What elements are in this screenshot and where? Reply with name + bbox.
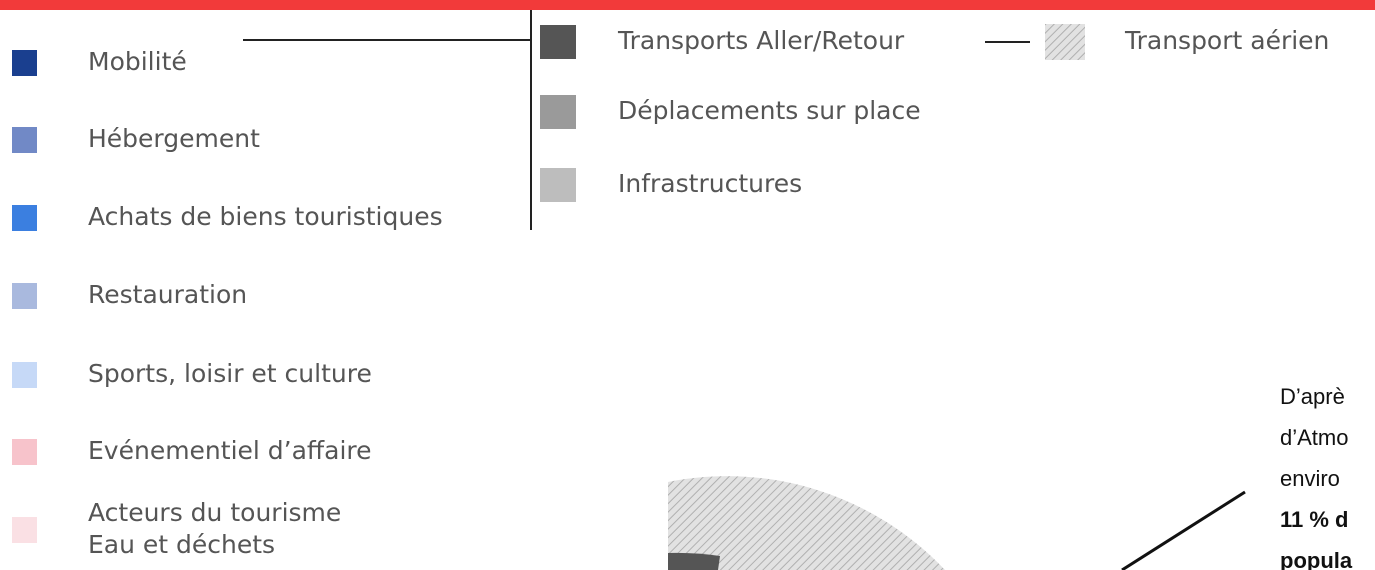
sublegend-label: Infrastructures xyxy=(618,169,802,198)
hatched-swatch xyxy=(1045,24,1085,60)
sublegend-swatch xyxy=(540,95,576,129)
sublegend-label: Déplacements sur place xyxy=(618,96,921,125)
legend-swatch xyxy=(12,205,37,231)
legend-swatch xyxy=(12,283,37,309)
donut-fragment xyxy=(668,476,945,570)
legend-label: Mobilité xyxy=(88,47,187,76)
legend-label: Evénementiel d’affaire xyxy=(88,436,372,465)
sublegend-label: Transport aérien xyxy=(1124,26,1329,55)
annotation-line: D’aprè xyxy=(1280,384,1345,409)
legend-label: Eau et déchets xyxy=(88,530,275,559)
sublegend-swatch xyxy=(540,25,576,59)
top-bar xyxy=(0,0,1375,10)
legend-swatch xyxy=(12,50,37,76)
annotation-line: popula xyxy=(1280,548,1353,570)
annotation-line: 11 % d xyxy=(1280,507,1348,532)
legend-swatch xyxy=(12,439,37,465)
legend-label: Acteurs du tourisme xyxy=(88,498,341,527)
legend-label: Sports, loisir et culture xyxy=(88,359,372,388)
legend-label: Achats de biens touristiques xyxy=(88,202,443,231)
sublegend-label: Transports Aller/Retour xyxy=(617,26,905,55)
donut-fragment xyxy=(668,552,720,570)
legend-label: Restauration xyxy=(88,280,247,309)
callout-line xyxy=(1121,490,1246,570)
legend-swatch xyxy=(12,517,37,543)
annotation-line: d’Atmo xyxy=(1280,425,1348,450)
legend-swatch xyxy=(12,127,37,153)
annotation-line: enviro xyxy=(1280,466,1340,491)
legend-swatch xyxy=(12,362,37,388)
legend-label: Hébergement xyxy=(88,124,260,153)
sublegend-swatch xyxy=(540,168,576,202)
